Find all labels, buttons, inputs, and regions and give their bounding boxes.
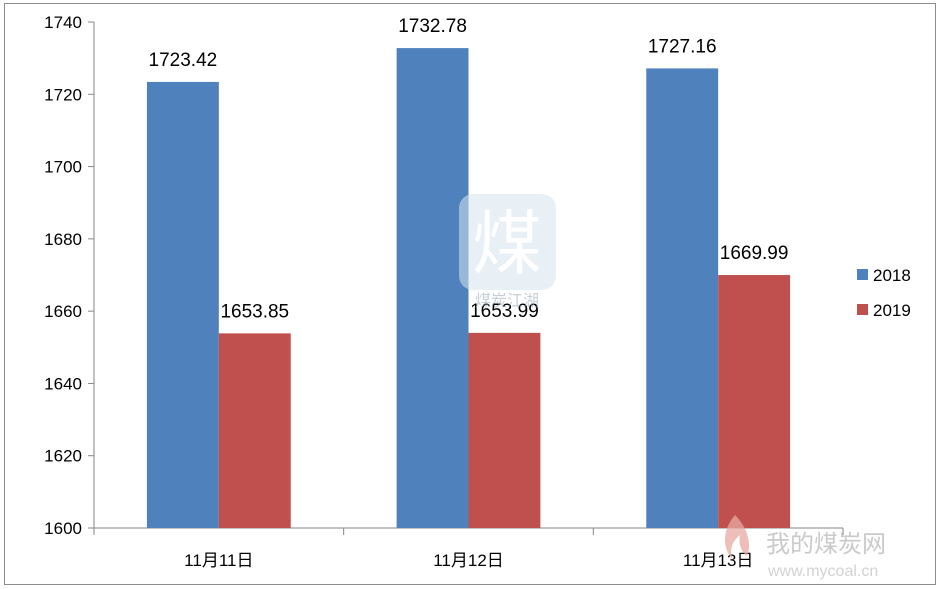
data-label: 1723.42 (149, 50, 218, 71)
legend-swatch-2018 (857, 269, 868, 280)
y-tick-label: 1600 (44, 519, 82, 538)
x-tick-label: 11月11日 (184, 551, 253, 570)
bar-2019 (218, 333, 291, 528)
bar-2018 (146, 81, 219, 528)
legend-label: 2019 (873, 301, 911, 320)
y-tick-label: 1700 (44, 158, 82, 177)
bars (146, 48, 791, 529)
watermark-glyph: 煤 (472, 205, 542, 283)
watermark-badge (459, 194, 556, 290)
y-tick-label: 1660 (44, 302, 82, 321)
data-label: 1732.78 (398, 16, 467, 37)
y-tick-label: 1740 (44, 13, 82, 32)
legend-swatch-2019 (857, 304, 868, 315)
watermark-text: 煤炭江湖 (475, 292, 539, 310)
data-label: 1727.16 (648, 36, 717, 57)
flame-logo-icon (724, 515, 750, 560)
data-label: 1653.99 (470, 301, 539, 322)
bar-2019 (718, 275, 791, 528)
y-tick-label: 1620 (44, 447, 82, 466)
legend: 2018 2019 (857, 266, 911, 320)
x-tick-label: 11月13日 (683, 551, 754, 570)
bar-2018 (396, 48, 469, 528)
corner-watermark-url: www.mycoal.cn (767, 563, 878, 580)
corner-watermark: 我的煤炭网 www.mycoal.cn (724, 515, 886, 580)
legend-label: 2018 (873, 266, 911, 285)
data-label: 1653.85 (220, 301, 289, 322)
corner-watermark-text: 我的煤炭网 (766, 531, 886, 558)
bar-2019 (468, 332, 541, 528)
x-tick-label: 11月12日 (433, 551, 504, 570)
center-watermark: 煤 煤炭江湖 (459, 194, 556, 310)
data-label: 1669.99 (720, 243, 789, 264)
y-tick-label: 1720 (44, 85, 82, 104)
y-tick-label: 1680 (44, 230, 82, 249)
bar-2018 (646, 68, 719, 529)
y-tick-label: 1640 (44, 374, 82, 393)
data-labels: 1723.42 1732.78 1727.16 1653.85 1653.99 1669.… (149, 16, 789, 322)
